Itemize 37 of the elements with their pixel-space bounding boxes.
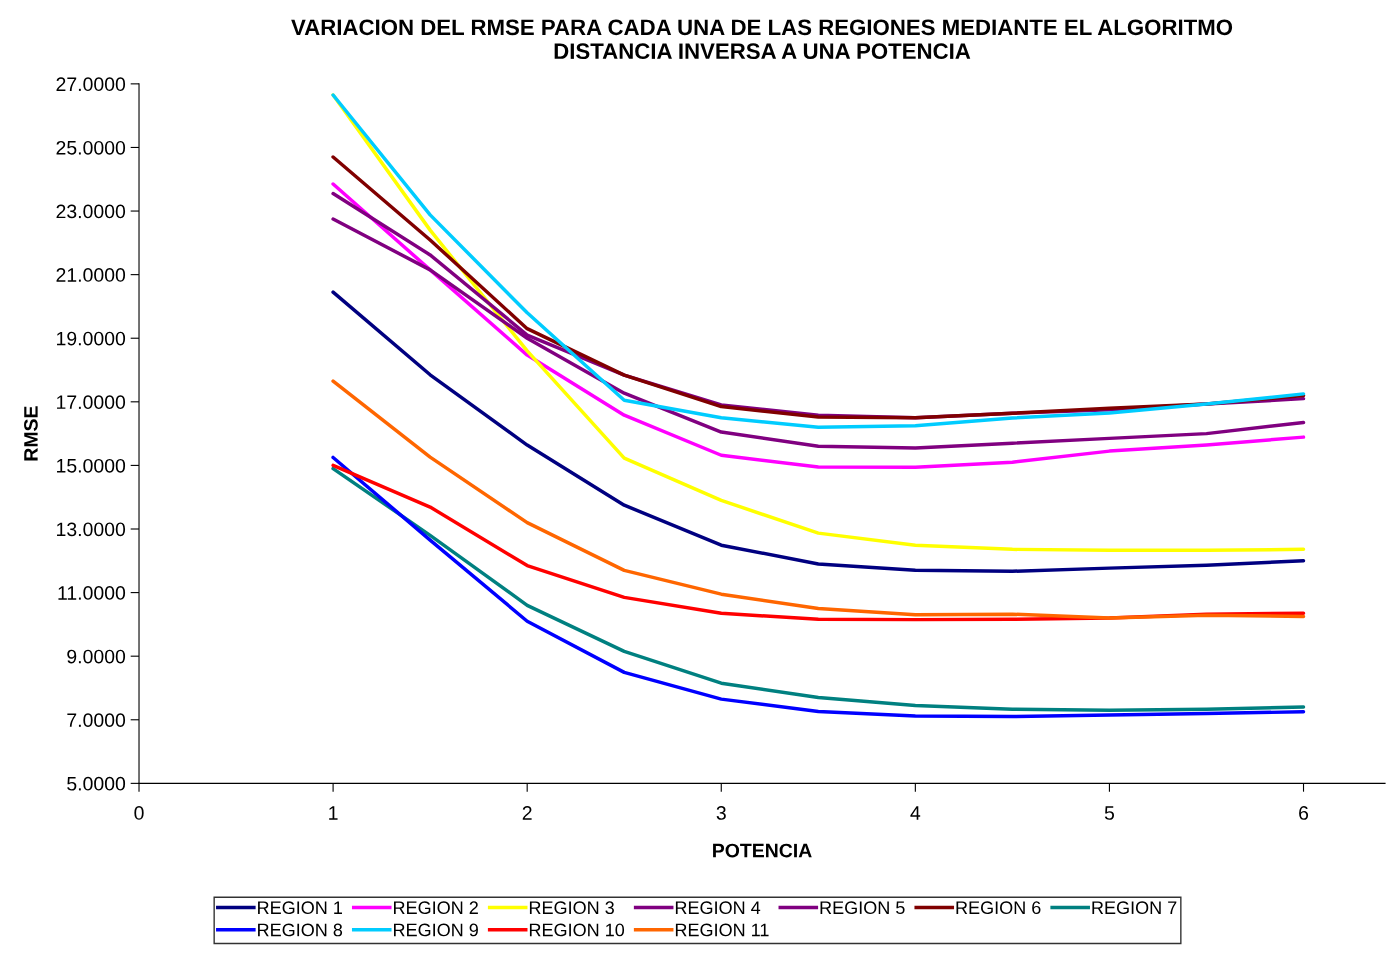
legend-label: REGION 8 [258,923,343,937]
y-tick-label: 17.0000 [57,395,126,410]
y-tick-label: 21.0000 [56,268,126,282]
y-tick-label: 25.0000 [56,140,126,155]
line-series [331,290,1306,574]
y-axis-title: RMSE [24,406,38,461]
y-tick-label: 5.0000 [67,776,126,791]
x-tick-label: 2 [522,806,532,820]
y-tick-label: 15.0000 [57,458,126,473]
y-tick-label: 27.0000 [56,77,126,92]
y-tick-label: 23.0000 [56,204,126,219]
line-series [331,93,1306,429]
y-tick-label: 19.0000 [57,331,126,346]
y-tick-label: 9.0000 [67,649,126,664]
x-tick-label: 6 [1299,806,1309,820]
legend-label: REGION 6 [956,901,1041,915]
line-series [331,379,1306,620]
legend-label: REGION 10 [529,923,625,937]
x-tick-label: 4 [910,806,921,820]
x-tick-label: 3 [716,806,726,820]
legend-label: REGION 5 [820,901,905,915]
legend-label: REGION 2 [394,901,478,915]
legend-label: REGION 7 [1092,901,1177,915]
legend-label: REGION 9 [394,923,478,937]
x-tick-label: 1 [329,806,338,820]
x-tick-label: 5 [1104,806,1115,820]
y-tick-label: 7.0000 [67,713,126,728]
y-tick-label: 13.0000 [57,522,126,537]
x-axis-title: POTENCIA [713,843,812,858]
legend-label: REGION 1 [258,901,342,915]
legend-label: REGION 3 [529,901,614,915]
y-tick-label: 11.0000 [58,586,126,600]
legend-label: REGION 11 [675,923,769,937]
chart-title: VARIACION DEL RMSE PARA CADA UNA DE LAS REGIONES MEDIANTE EL ALGORITMO DISTANCIA INVERSA A UNA POTENCIA [291,19,1233,60]
x-tick-label: 0 [134,806,144,820]
legend-label: REGION 4 [675,901,761,915]
line-series [331,182,1306,470]
